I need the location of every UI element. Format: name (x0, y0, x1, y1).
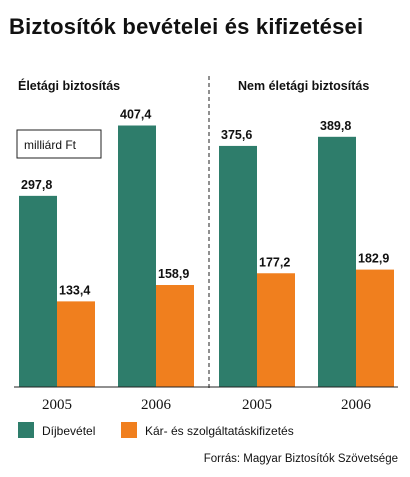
value-label-premium-life-2005: 297,8 (21, 178, 52, 192)
year-labels-layer: 2005 2006 2005 2006 (42, 397, 372, 413)
bar-claims-life-2006 (156, 285, 194, 387)
value-label-premium-nonlife-2005: 375,6 (221, 128, 252, 142)
bar-premium-life-2005 (19, 195, 57, 387)
bar-claims-life-2005 (57, 301, 95, 387)
chart-title: Biztosítók bevételei és kifizetései (9, 14, 363, 39)
year-label-nonlife-2005: 2005 (242, 397, 272, 413)
value-label-claims-life-2006: 158,9 (158, 267, 189, 281)
bar-claims-nonlife-2005 (257, 273, 295, 387)
value-label-claims-nonlife-2005: 177,2 (259, 255, 290, 269)
bar-premium-nonlife-2006 (318, 136, 356, 387)
value-label-premium-life-2006: 407,4 (120, 108, 151, 122)
value-labels-layer: 297,8 133,4 407,4 158,9 375,6 177,2 389,8 182,9 (21, 108, 389, 298)
year-label-life-2006: 2006 (141, 397, 172, 413)
bar-premium-nonlife-2005 (219, 145, 257, 387)
source-note: Forrás: Magyar Biztosítók Szövetsége (204, 453, 398, 465)
legend-swatch-claims (121, 422, 137, 438)
legend-label-claims: Kár- és szolgáltatáskifizetés (145, 424, 294, 438)
year-label-nonlife-2006: 2006 (341, 397, 372, 413)
value-label-premium-nonlife-2006: 389,8 (320, 119, 351, 133)
panel-title-life: Életági biztosítás (18, 78, 120, 93)
legend-swatch-premium (18, 422, 34, 438)
bar-claims-nonlife-2006 (356, 269, 394, 387)
unit-box (16, 129, 102, 159)
bar-premium-life-2006 (118, 125, 156, 388)
year-label-life-2005: 2005 (42, 397, 72, 413)
value-label-claims-nonlife-2006: 182,9 (358, 252, 389, 266)
panel-title-nonlife: Nem életági biztosítás (238, 79, 369, 93)
legend-label-premium: Díjbevétel (42, 424, 95, 438)
bars-layer (19, 125, 394, 388)
value-label-claims-life-2005: 133,4 (59, 283, 90, 297)
unit-label: milliárd Ft (24, 138, 77, 152)
